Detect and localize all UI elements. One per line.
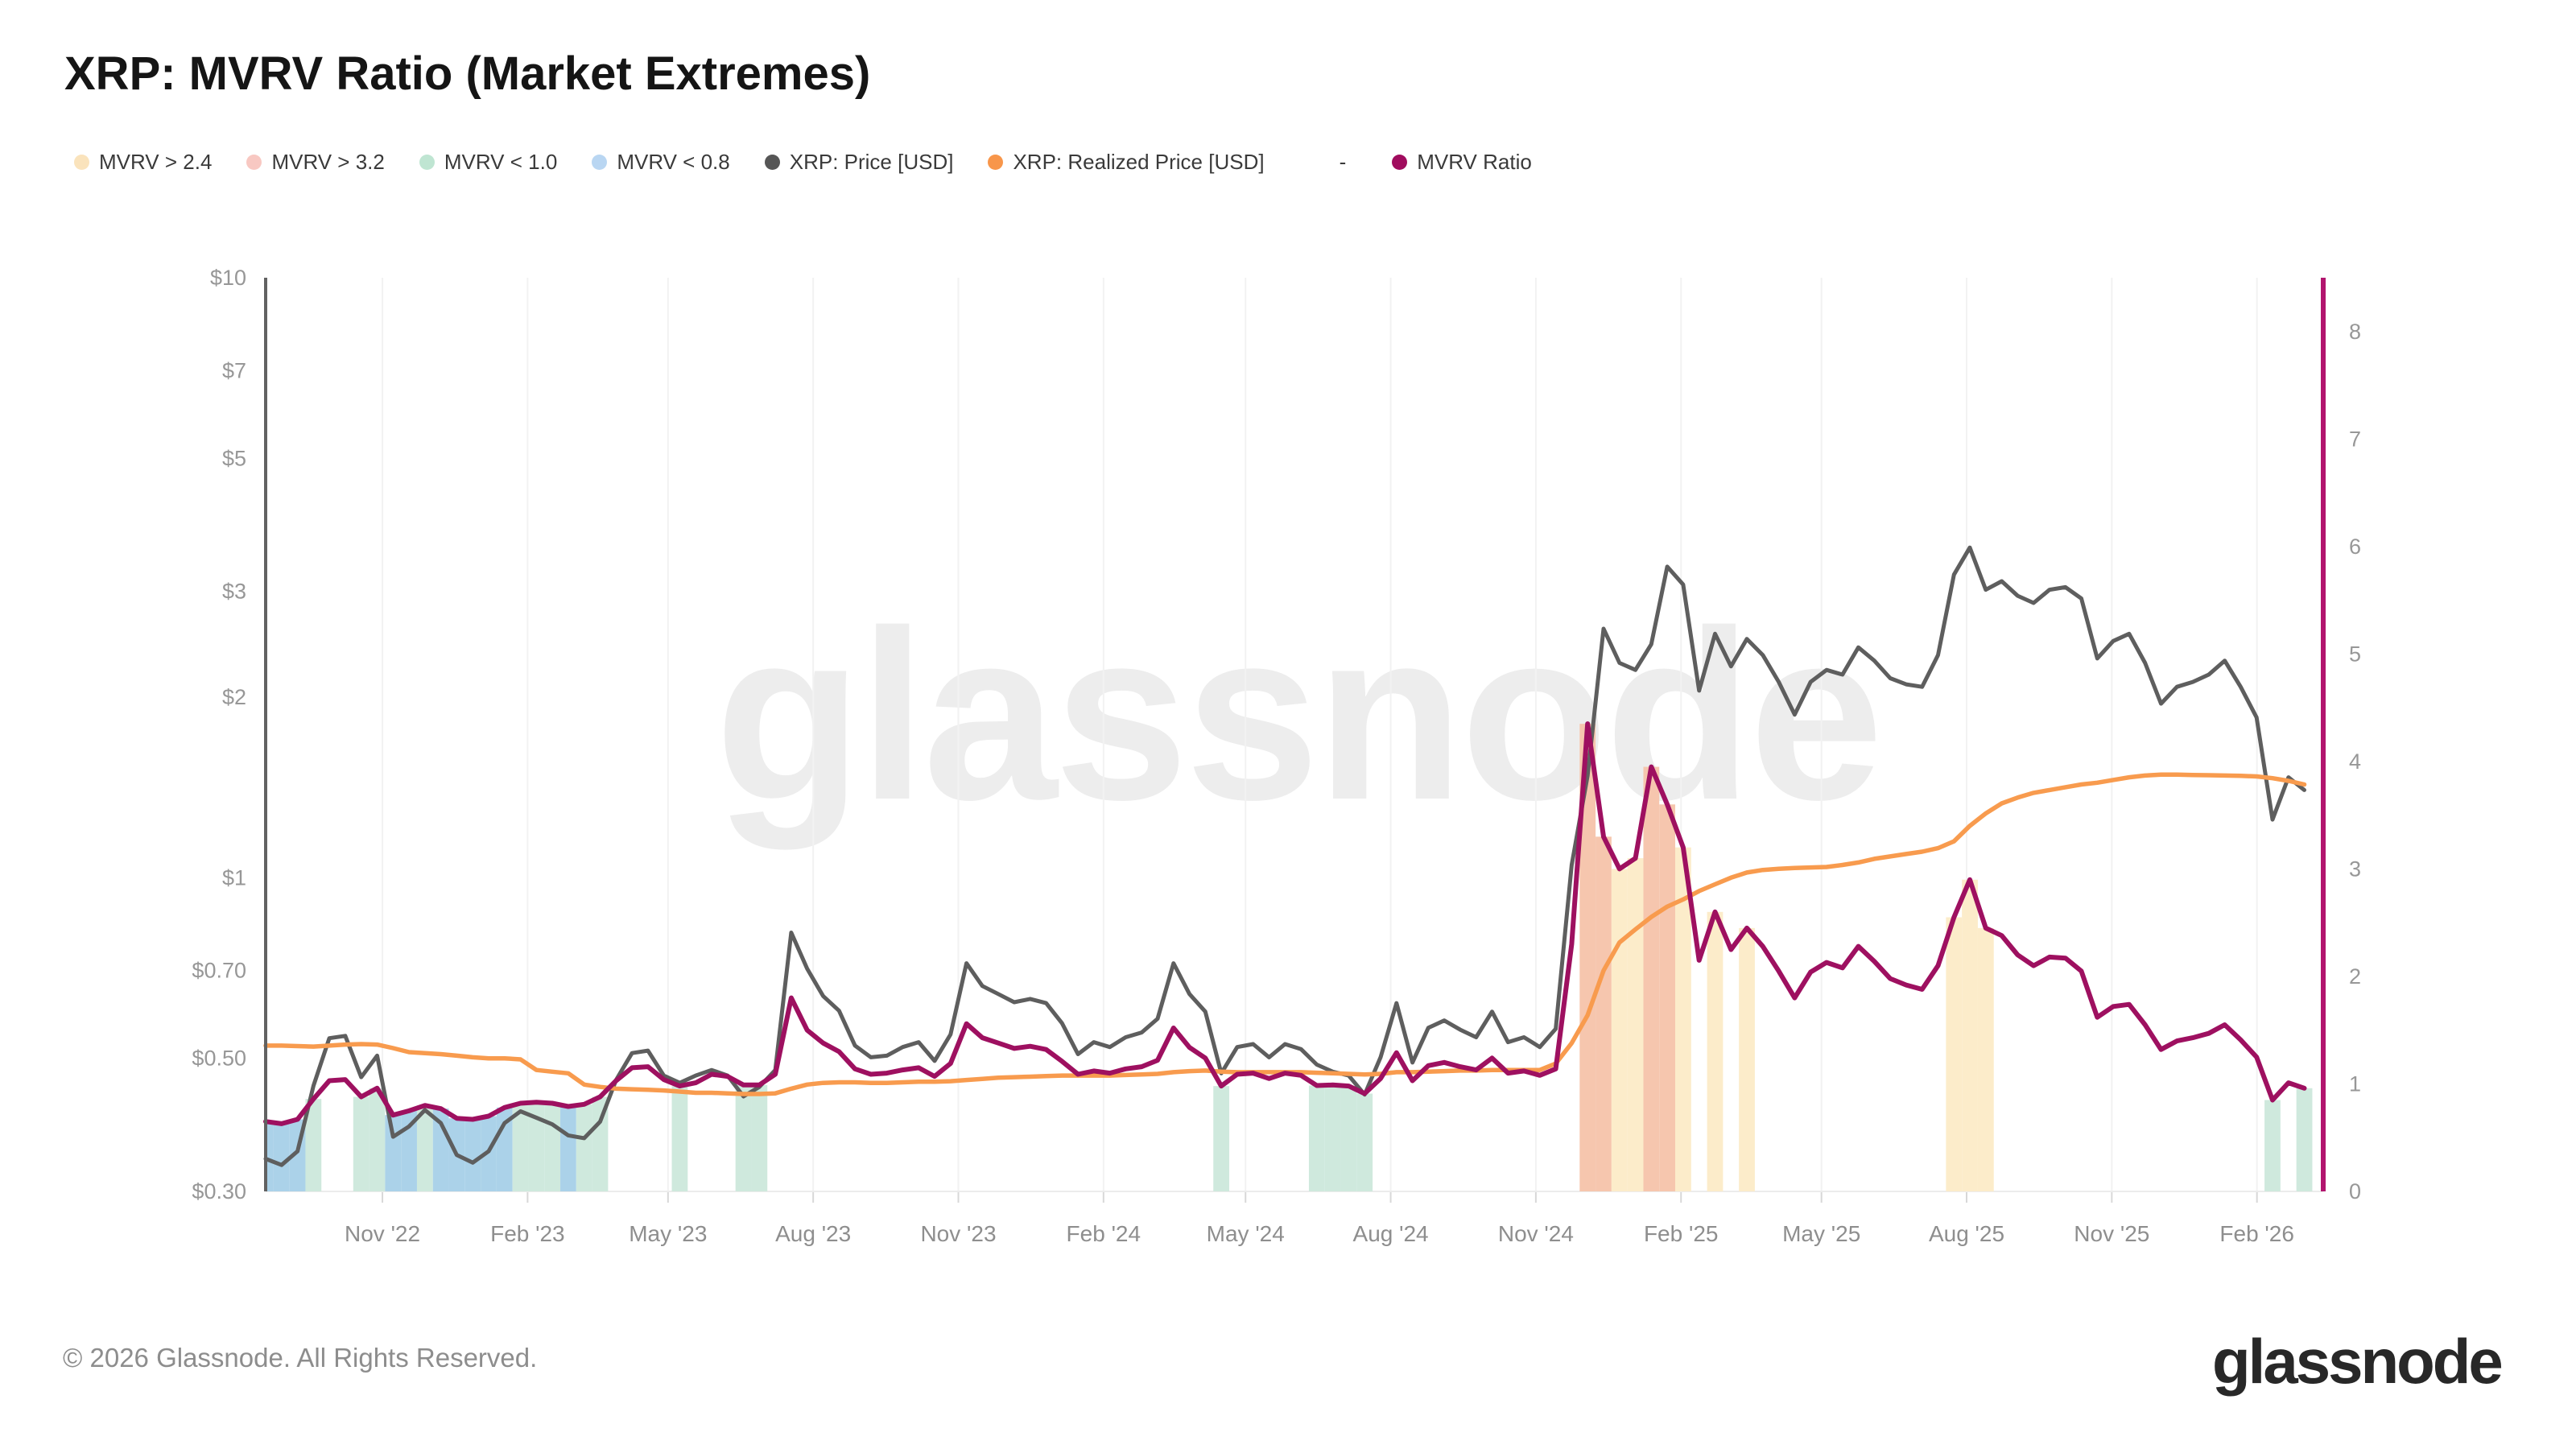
x-axis-label: Nov '24 (1498, 1221, 1574, 1246)
right-axis-label: 3 (2349, 857, 2361, 881)
mvrv-threshold-band (576, 1104, 592, 1191)
legend-item-mvrv-ratio[interactable]: MVRV Ratio (1392, 150, 1532, 175)
right-axis-label: 7 (2349, 427, 2361, 451)
mvrv-threshold-band (1946, 917, 1963, 1191)
mvrv-threshold-band (266, 1121, 274, 1191)
left-axis-label: $0.30 (192, 1179, 246, 1203)
mvrv-threshold-band (1356, 1093, 1373, 1191)
legend-item-label: MVRV < 0.8 (617, 150, 730, 174)
legend-swatch-icon (419, 155, 435, 170)
series-line-xrp-price-usd (263, 545, 2306, 1167)
mvrv-threshold-band (751, 1084, 768, 1191)
series-line-mvrv-ratio (263, 721, 2307, 1126)
copyright-text: © 2026 Glassnode. All Rights Reserved. (63, 1343, 538, 1373)
mvrv-threshold-band (1739, 927, 1755, 1191)
legend-swatch-icon (246, 155, 262, 170)
left-axis-spine (264, 278, 267, 1191)
legend-item-label: MVRV > 3.2 (271, 150, 385, 174)
mvrv-threshold-band (2264, 1100, 2281, 1191)
right-axis-label: 1 (2349, 1071, 2361, 1096)
mvrv-threshold-band (1707, 911, 1724, 1191)
glassnode-logo: glassnode (2212, 1326, 2504, 1397)
left-axis-label: $10 (210, 266, 246, 290)
mvrv-threshold-band (1675, 847, 1691, 1191)
legend-item-mvrv-3-2[interactable]: MVRV > 3.2 (246, 150, 385, 175)
mvrv-threshold-band (592, 1096, 609, 1191)
left-axis-label: $1 (222, 865, 246, 890)
right-axis-label: 6 (2349, 535, 2361, 559)
mvrv-threshold-band (528, 1102, 545, 1191)
right-axis-label: 0 (2349, 1179, 2361, 1203)
x-axis-label: May '23 (629, 1221, 707, 1246)
right-axis-label: 8 (2349, 320, 2361, 344)
mvrv-threshold-band (544, 1103, 561, 1191)
mvrv-threshold-band (273, 1123, 290, 1191)
legend-separator: - (1339, 150, 1347, 174)
x-axis-label: Aug '25 (1929, 1221, 2004, 1246)
x-axis-label: May '25 (1782, 1221, 1860, 1246)
mvrv-threshold-band (481, 1116, 497, 1191)
mvrv-threshold-band (464, 1119, 481, 1191)
page-title: XRP: MVRV Ratio (Market Extremes) (64, 47, 871, 100)
x-axis-label: Aug '23 (775, 1221, 851, 1246)
legend-item-xrp-realized-price-usd[interactable]: XRP: Realized Price [USD] (988, 150, 1265, 175)
x-axis-label: Nov '23 (920, 1221, 996, 1246)
x-axis-label: Feb '26 (2219, 1221, 2294, 1246)
left-axis-label: $0.70 (192, 959, 246, 983)
legend-item-label: MVRV > 2.4 (99, 150, 213, 174)
mvrv-threshold-band (1611, 869, 1628, 1191)
mvrv-threshold-band (1340, 1086, 1357, 1191)
left-axis-label: $2 (222, 685, 246, 709)
mvrv-threshold-band (512, 1103, 529, 1191)
right-axis-label: 4 (2349, 749, 2361, 774)
legend-item-xrp-price-usd[interactable]: XRP: Price [USD] (764, 150, 954, 175)
legend-swatch-icon (988, 155, 1004, 170)
x-axis-label: Feb '23 (490, 1221, 565, 1246)
mvrv-threshold-band (1324, 1084, 1341, 1191)
x-axis-label: Feb '24 (1067, 1221, 1141, 1246)
right-axis-label: 2 (2349, 964, 2361, 989)
legend: MVRV > 2.4 MVRV > 3.2 MVRV < 1.0 MVRV < 0.8… (74, 150, 1532, 175)
mvrv-threshold-band (416, 1105, 433, 1191)
legend-item-label: MVRV < 1.0 (444, 150, 558, 174)
right-axis-spine (2321, 278, 2326, 1191)
legend-swatch-icon (764, 155, 780, 170)
mvrv-threshold-band (1627, 858, 1644, 1191)
mvrv-threshold-band (1579, 724, 1596, 1191)
x-axis-label: Aug '24 (1353, 1221, 1429, 1246)
mvrv-threshold-band (1659, 804, 1676, 1191)
mvrv-threshold-band (2296, 1088, 2313, 1191)
left-axis-label: $0.50 (192, 1046, 246, 1071)
mvrv-threshold-band (1977, 927, 1994, 1191)
mvrv-threshold-band (305, 1099, 322, 1191)
mvrv-threshold-band (560, 1106, 576, 1191)
legend-swatch-icon (1392, 155, 1408, 170)
mvrv-threshold-band (671, 1086, 688, 1191)
mvrv-threshold-band (735, 1084, 752, 1191)
mvrv-threshold-band (1596, 836, 1612, 1191)
x-axis-label: May '24 (1207, 1221, 1285, 1246)
left-axis-label: $5 (222, 446, 246, 470)
legend-swatch-icon (74, 155, 89, 170)
x-axis-label: Nov '22 (345, 1221, 420, 1246)
mvrv-threshold-band (369, 1088, 386, 1191)
mvrv-threshold-band (1962, 879, 1978, 1191)
legend-item-label: XRP: Price [USD] (789, 150, 954, 174)
mvrv-threshold-band (1643, 766, 1660, 1191)
mvrv-threshold-band (1308, 1085, 1325, 1191)
left-axis-label: $7 (222, 358, 246, 382)
legend-item-mvrv-2-4[interactable]: MVRV > 2.4 (74, 150, 212, 175)
legend-item-mvrv-0-8[interactable]: MVRV < 0.8 (592, 150, 730, 175)
left-axis-label: $3 (222, 580, 246, 604)
x-axis-label: Feb '25 (1644, 1221, 1719, 1246)
legend-swatch-icon (592, 155, 608, 170)
legend-item-label: MVRV Ratio (1417, 150, 1532, 174)
right-axis-label: 5 (2349, 642, 2361, 666)
mvrv-threshold-band (1213, 1086, 1230, 1191)
legend-item-label: XRP: Realized Price [USD] (1013, 150, 1265, 174)
x-axis-label: Nov '25 (2074, 1221, 2149, 1246)
mvrv-threshold-band (353, 1096, 369, 1191)
legend-item-mvrv-1-0[interactable]: MVRV < 1.0 (419, 150, 557, 175)
